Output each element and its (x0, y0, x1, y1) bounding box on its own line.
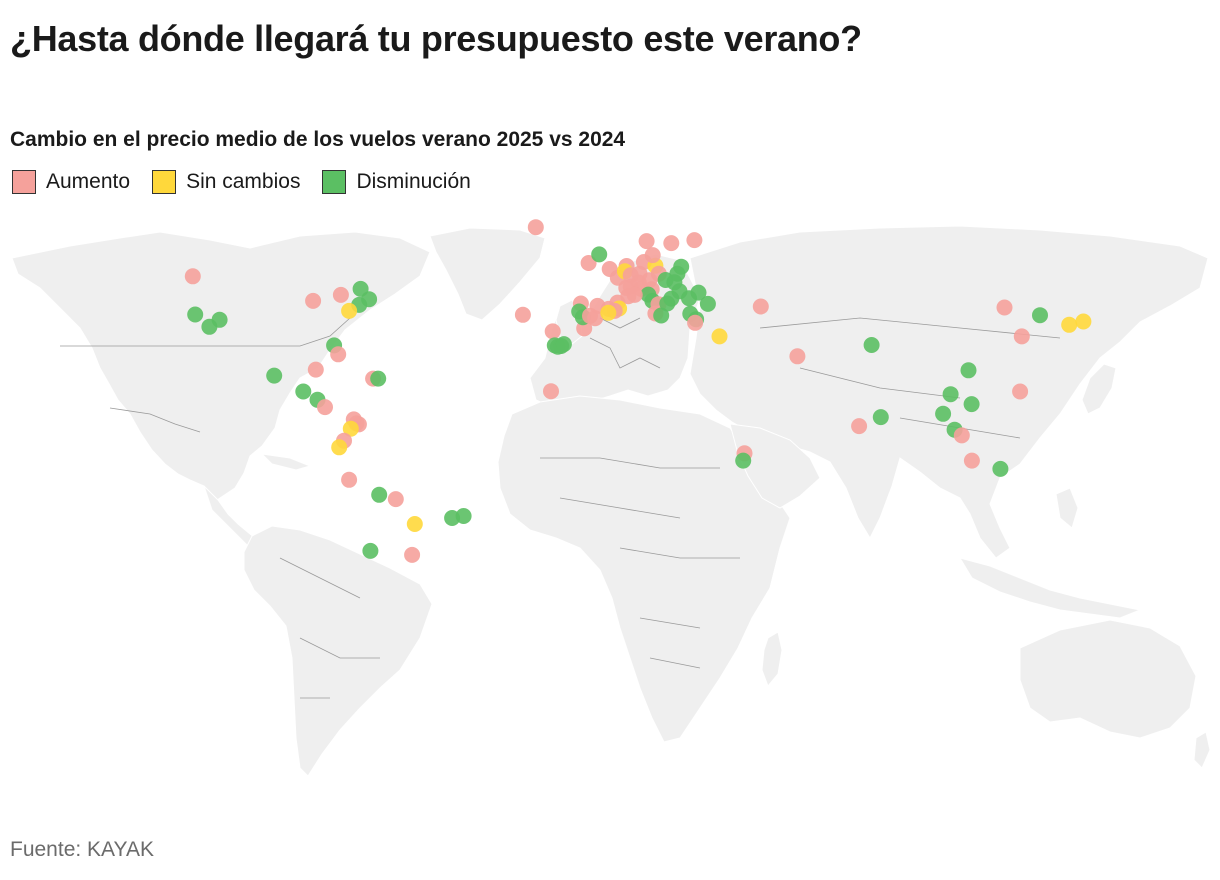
marker-increase-35[interactable] (544, 323, 561, 340)
marker-decrease-104[interactable] (963, 396, 980, 413)
border-us-mexico (109, 407, 201, 433)
marker-increase-109[interactable] (996, 299, 1013, 316)
marker-increase-41[interactable] (543, 383, 559, 400)
land-greenland (429, 227, 546, 321)
source-note: Fuente: KAYAK (10, 838, 154, 861)
legend: Aumento Sin cambios Disminución (12, 170, 493, 194)
marker-decrease-43[interactable] (591, 246, 608, 263)
marker-same-113[interactable] (1075, 313, 1092, 330)
land-africa (497, 395, 791, 743)
marker-increase-34[interactable] (514, 306, 531, 323)
land-cuba (260, 453, 312, 471)
marker-decrease-97[interactable] (863, 337, 880, 353)
marker-decrease-16[interactable] (295, 383, 312, 400)
marker-increase-80[interactable] (687, 314, 704, 331)
page-title: ¿Hasta dónde llegará tu presupuesto este… (10, 18, 862, 59)
land-south-america (243, 525, 433, 777)
marker-increase-103[interactable] (953, 427, 970, 444)
border-europe (589, 317, 661, 369)
marker-decrease-1[interactable] (187, 306, 204, 323)
marker-decrease-71[interactable] (653, 307, 670, 324)
land-japan (1081, 363, 1117, 415)
marker-decrease-99[interactable] (872, 409, 889, 426)
legend-swatch-decrease (322, 170, 347, 194)
legend-item-increase: Aumento (12, 170, 130, 194)
marker-increase-106[interactable] (1012, 383, 1029, 400)
border-us-canada (60, 317, 351, 347)
marker-decrease-15[interactable] (370, 370, 387, 387)
marker-decrease-101[interactable] (935, 405, 952, 422)
marker-decrease-26[interactable] (371, 486, 388, 503)
world-map (11, 219, 1211, 777)
marker-decrease-108[interactable] (992, 460, 1009, 477)
marker-decrease-31[interactable] (362, 542, 379, 559)
map-subtitle: Cambio en el precio medio de los vuelos … (10, 128, 626, 151)
marker-decrease-105[interactable] (960, 362, 977, 379)
land-australia (1019, 619, 1197, 739)
border-africa (540, 457, 740, 669)
land-indonesia (958, 557, 1142, 619)
border-south-america (279, 557, 380, 699)
legend-swatch-increase (12, 170, 36, 194)
marker-same-81[interactable] (711, 328, 728, 345)
marker-increase-107[interactable] (963, 452, 980, 469)
marker-increase-27[interactable] (387, 491, 404, 508)
land-north-america (11, 231, 431, 503)
legend-item-decrease: Disminución (322, 170, 471, 194)
land-philippines (1055, 487, 1079, 529)
marker-increase-0[interactable] (184, 268, 201, 285)
marker-increase-54[interactable] (663, 235, 680, 252)
marker-increase-11[interactable] (330, 346, 347, 363)
marker-increase-55[interactable] (686, 232, 703, 249)
marker-increase-33[interactable] (527, 219, 544, 236)
marker-decrease-30[interactable] (455, 508, 472, 524)
marker-increase-110[interactable] (1013, 328, 1030, 345)
marker-increase-83[interactable] (789, 348, 806, 365)
marker-increase-18[interactable] (317, 399, 333, 416)
land-new-zealand (1193, 731, 1211, 769)
marker-decrease-12[interactable] (266, 367, 283, 384)
marker-increase-53[interactable] (638, 233, 655, 250)
marker-decrease-79[interactable] (699, 295, 716, 312)
marker-decrease-100[interactable] (942, 386, 959, 403)
marker-same-112[interactable] (1061, 316, 1078, 333)
marker-increase-42[interactable] (580, 255, 597, 271)
marker-layer (184, 219, 1092, 563)
marker-increase-5[interactable] (332, 286, 349, 303)
legend-label-increase: Aumento (46, 170, 131, 193)
marker-same-96[interactable] (600, 304, 617, 321)
marker-increase-25[interactable] (341, 471, 358, 488)
marker-decrease-115[interactable] (735, 452, 752, 469)
legend-swatch-same (152, 170, 177, 194)
legend-item-same: Sin cambios (152, 170, 300, 194)
land-arabia (729, 423, 821, 509)
legend-label-decrease: Disminución (356, 170, 471, 193)
marker-increase-98[interactable] (851, 418, 868, 435)
marker-increase-82[interactable] (752, 298, 769, 315)
marker-increase-32[interactable] (404, 546, 421, 563)
marker-same-22[interactable] (342, 420, 359, 437)
legend-label-same: Sin cambios (186, 170, 301, 193)
marker-increase-93[interactable] (587, 310, 604, 327)
marker-decrease-3[interactable] (211, 311, 228, 328)
marker-decrease-111[interactable] (1032, 307, 1048, 324)
marker-same-28[interactable] (406, 516, 423, 532)
border-lines (60, 317, 1061, 699)
marker-decrease-39[interactable] (555, 336, 572, 353)
marker-increase-52[interactable] (644, 247, 661, 264)
land-central-america (203, 485, 259, 549)
marker-same-9[interactable] (341, 302, 358, 319)
marker-same-24[interactable] (331, 439, 348, 456)
land-madagascar (761, 631, 783, 687)
marker-decrease-76[interactable] (690, 284, 707, 301)
marker-increase-13[interactable] (307, 361, 324, 378)
marker-increase-4[interactable] (305, 292, 322, 309)
